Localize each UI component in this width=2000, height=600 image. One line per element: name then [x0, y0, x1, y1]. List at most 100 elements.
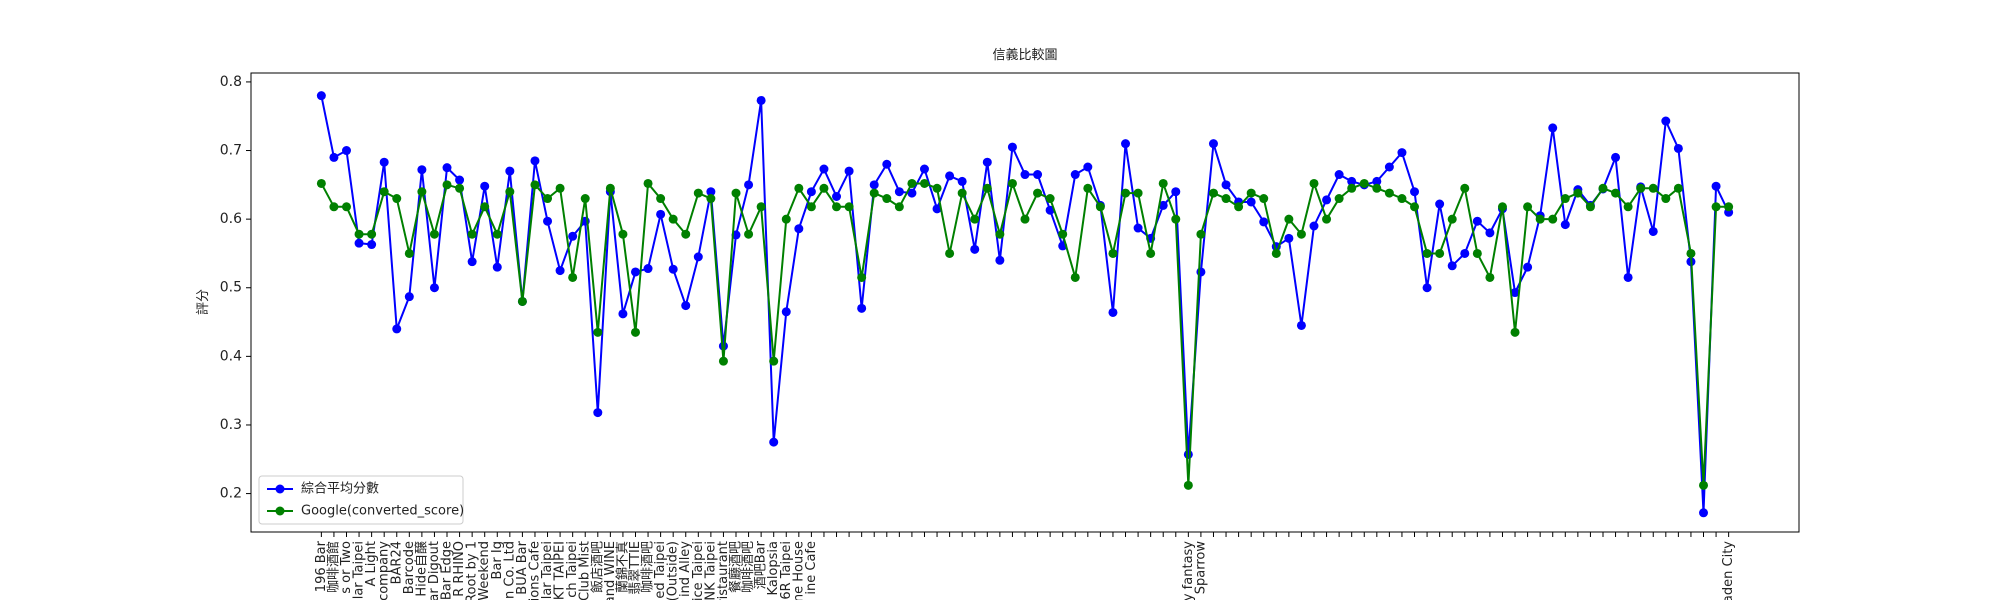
- point: [1523, 262, 1533, 272]
- x-tick-label: R RHINO: [452, 541, 467, 597]
- point: [1020, 170, 1030, 180]
- point: [907, 178, 917, 188]
- point: [656, 194, 666, 204]
- point: [744, 180, 754, 190]
- point: [354, 229, 364, 239]
- point: [1724, 202, 1734, 212]
- point: [1108, 307, 1118, 317]
- legend-box: [258, 475, 464, 525]
- point: [1334, 194, 1344, 204]
- point: [1208, 188, 1218, 198]
- point: [1372, 176, 1382, 186]
- y-tick-label: 0.3: [220, 417, 242, 433]
- point: [982, 157, 992, 167]
- point: [1108, 248, 1118, 258]
- point: [467, 257, 477, 267]
- point: [1020, 214, 1030, 224]
- point: [329, 152, 339, 162]
- point: [1246, 197, 1256, 207]
- x-tick-label: 飯店酒吧: [590, 541, 605, 593]
- point: [1259, 194, 1269, 204]
- point: [367, 229, 377, 239]
- y-tick-label: 0.2: [220, 486, 242, 502]
- point: [1183, 449, 1193, 459]
- x-tick-label: company: [377, 541, 392, 600]
- point: [756, 95, 766, 105]
- point: [932, 183, 942, 193]
- plot-frame: [250, 72, 1800, 533]
- point: [630, 327, 640, 337]
- point: [316, 91, 326, 101]
- point: [341, 146, 351, 156]
- point: [894, 187, 904, 197]
- point: [1548, 214, 1558, 224]
- point: [1623, 272, 1633, 282]
- point: [1133, 188, 1143, 198]
- point: [982, 183, 992, 193]
- point: [1673, 143, 1683, 153]
- x-tick-label: (Outside): [666, 541, 681, 600]
- point: [731, 188, 741, 198]
- point: [1196, 229, 1206, 239]
- point: [1322, 195, 1332, 205]
- point: [429, 229, 439, 239]
- point: [1661, 194, 1671, 204]
- point: [806, 202, 816, 212]
- x-tick-label: y fantasy: [1181, 541, 1196, 600]
- x-tick-label: and WINE: [603, 541, 618, 600]
- point: [341, 202, 351, 212]
- point: [480, 202, 490, 212]
- point: [404, 248, 414, 258]
- point: [1234, 202, 1244, 212]
- x-tick-label: ine Cafe: [804, 541, 819, 595]
- point: [794, 183, 804, 193]
- point: [1648, 226, 1658, 236]
- point: [844, 166, 854, 176]
- point: [1510, 327, 1520, 337]
- point: [1560, 194, 1570, 204]
- y-tick-label: 0.5: [220, 280, 242, 296]
- point: [1171, 214, 1181, 224]
- point: [605, 183, 615, 193]
- point: [1560, 220, 1570, 230]
- point: [1158, 200, 1168, 210]
- point: [1699, 508, 1709, 518]
- point: [744, 229, 754, 239]
- point: [1121, 139, 1131, 149]
- point: [467, 229, 477, 239]
- x-tick-label: n Co. Ltd: [502, 541, 517, 599]
- point: [1347, 176, 1357, 186]
- point: [530, 156, 540, 166]
- x-tick-label: Club Mist: [578, 541, 593, 600]
- x-tick-label: 餐廳酒吧: [728, 541, 744, 593]
- point: [832, 191, 842, 201]
- y-tick-label: 0.8: [220, 74, 242, 90]
- point: [907, 188, 917, 198]
- x-tick-label: Hide自醸: [414, 541, 429, 597]
- point: [1535, 214, 1545, 224]
- point: [555, 266, 565, 276]
- point: [1460, 183, 1470, 193]
- point: [429, 283, 439, 293]
- point: [681, 301, 691, 311]
- point: [1636, 183, 1646, 193]
- point: [1171, 187, 1181, 197]
- point: [1435, 248, 1445, 258]
- point: [392, 194, 402, 204]
- point: [1573, 188, 1583, 198]
- point: [844, 202, 854, 212]
- point: [1221, 180, 1231, 190]
- x-tick-label: Bar Ig: [490, 541, 505, 579]
- point: [781, 214, 791, 224]
- x-tick-label: s or Two: [339, 541, 354, 594]
- y-axis-label: 評分: [196, 289, 211, 315]
- point: [1158, 178, 1168, 188]
- y-tick-label: 0.7: [220, 143, 242, 159]
- point: [945, 248, 955, 258]
- point: [505, 166, 515, 176]
- point: [819, 164, 829, 174]
- point: [769, 437, 779, 447]
- x-tick-label: Weekend: [477, 541, 492, 600]
- legend-label: 綜合平均分數: [301, 482, 379, 497]
- point: [1070, 170, 1080, 180]
